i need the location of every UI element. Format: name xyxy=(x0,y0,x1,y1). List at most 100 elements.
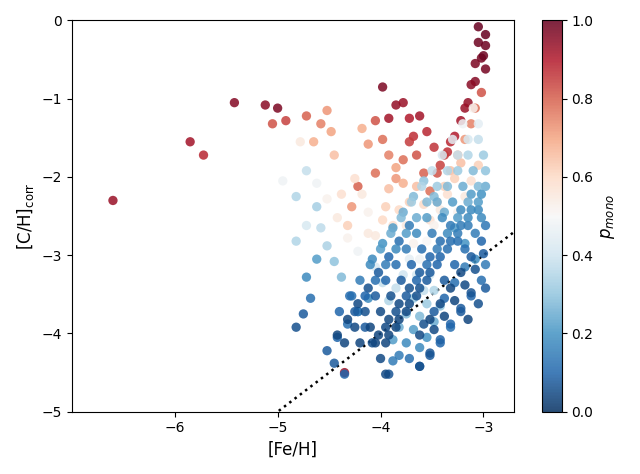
Point xyxy=(442,191,452,198)
Point xyxy=(295,138,305,146)
Point xyxy=(476,191,486,198)
Point xyxy=(383,331,394,339)
Point xyxy=(422,237,432,245)
Point xyxy=(408,240,419,247)
Point xyxy=(432,169,442,177)
Point xyxy=(406,261,417,268)
Point xyxy=(460,193,470,201)
Point xyxy=(401,308,412,315)
Point xyxy=(415,363,425,370)
Point xyxy=(347,292,357,300)
Point xyxy=(322,242,332,250)
Point xyxy=(371,169,381,177)
Point xyxy=(449,279,460,286)
Point xyxy=(463,99,473,107)
Point xyxy=(394,206,404,214)
Point xyxy=(415,331,425,339)
Point xyxy=(429,144,439,151)
Point xyxy=(332,331,342,339)
Point xyxy=(305,294,316,302)
Point xyxy=(312,203,322,210)
Point xyxy=(481,65,491,73)
Point xyxy=(435,339,445,346)
Point xyxy=(419,177,429,185)
Point xyxy=(353,182,363,190)
Point xyxy=(408,133,419,140)
Point xyxy=(473,182,483,190)
Point xyxy=(476,237,486,245)
Point xyxy=(429,193,439,201)
Point xyxy=(463,136,473,143)
Point xyxy=(439,182,449,190)
Point xyxy=(355,276,365,284)
Point xyxy=(396,276,406,284)
Point xyxy=(408,326,419,333)
Point xyxy=(381,339,391,346)
Point xyxy=(470,78,481,85)
Point xyxy=(460,281,470,289)
Point xyxy=(371,232,381,239)
Point xyxy=(452,209,463,216)
Point xyxy=(357,191,367,198)
Point xyxy=(481,31,491,38)
Point xyxy=(481,222,491,229)
Point xyxy=(108,197,118,204)
Point xyxy=(442,245,452,253)
Point xyxy=(337,191,347,198)
Point xyxy=(408,193,419,201)
Point xyxy=(329,258,339,265)
Point xyxy=(466,206,476,214)
Point xyxy=(439,312,449,320)
Point xyxy=(229,99,239,107)
Point xyxy=(445,167,456,174)
Point xyxy=(404,138,415,146)
Point xyxy=(449,224,460,232)
Point xyxy=(442,148,452,156)
Point xyxy=(371,339,381,346)
Point xyxy=(349,323,360,331)
Point xyxy=(435,302,445,310)
Point xyxy=(404,255,415,263)
Point xyxy=(398,99,408,107)
Point xyxy=(425,187,435,195)
Point xyxy=(383,151,394,159)
Point xyxy=(452,214,463,221)
Point xyxy=(427,167,437,174)
Point xyxy=(425,269,435,276)
Point xyxy=(445,224,456,232)
Point xyxy=(439,276,449,284)
Point xyxy=(388,357,398,365)
Point xyxy=(316,224,326,232)
Point xyxy=(391,245,401,253)
Point xyxy=(301,112,312,120)
Point xyxy=(415,112,425,120)
Point xyxy=(442,167,452,174)
Point xyxy=(425,349,435,357)
Point xyxy=(412,182,422,190)
Point xyxy=(388,222,398,229)
Point xyxy=(422,261,432,268)
Point xyxy=(412,229,422,237)
Point xyxy=(381,370,391,378)
Point xyxy=(383,297,394,304)
Point xyxy=(473,300,483,308)
Point xyxy=(419,169,429,177)
Point xyxy=(371,292,381,300)
Point xyxy=(456,206,466,214)
Point xyxy=(415,269,425,276)
Point xyxy=(468,167,478,174)
Point xyxy=(329,359,339,367)
Point xyxy=(386,229,396,237)
Point xyxy=(373,269,383,276)
Point xyxy=(381,203,391,210)
Point xyxy=(291,323,301,331)
Point xyxy=(394,323,404,331)
Point xyxy=(339,370,349,378)
Point xyxy=(470,60,481,67)
Point xyxy=(367,255,378,263)
Point xyxy=(376,245,386,253)
Point xyxy=(383,316,394,323)
Point xyxy=(437,214,447,221)
Point xyxy=(391,284,401,292)
Point xyxy=(404,222,415,229)
